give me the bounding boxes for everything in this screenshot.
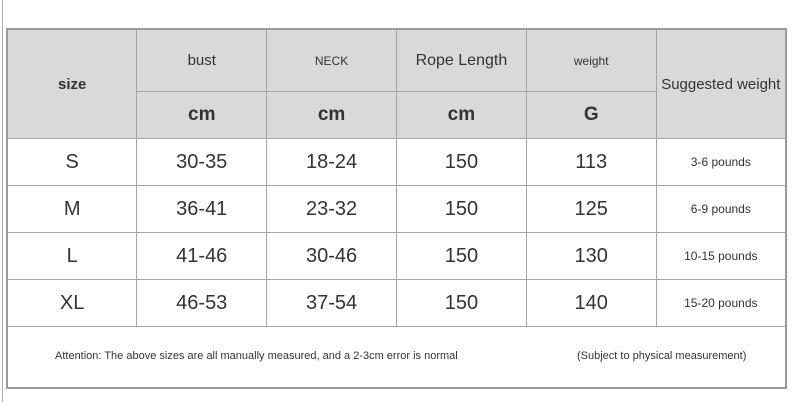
unit-row: cm cm cm G (7, 91, 786, 139)
table-row: XL 46-53 37-54 150 140 15-20 pounds (6, 279, 787, 327)
neck-header: NECK (266, 28, 397, 92)
bust-cell: 36-41 (136, 185, 268, 233)
size-cell: L (6, 232, 138, 280)
suggested-weight-header: Suggested weight (655, 28, 787, 139)
neck-cell: 37-54 (266, 279, 397, 327)
weight-cell: 125 (525, 185, 657, 233)
weight-unit: G (525, 91, 657, 139)
table-row: L 41-46 30-46 150 130 10-15 pounds (6, 232, 787, 280)
table-row: S 30-35 18-24 150 113 3-6 pounds (6, 138, 787, 186)
suggested-cell: 6-9 pounds (655, 185, 787, 233)
measurement-note: (Subject to physical measurement) (577, 350, 747, 362)
rope-cell: 150 (395, 279, 527, 327)
bust-header: bust (136, 28, 268, 92)
weight-header: weight (525, 28, 657, 92)
neck-cell: 23-32 (266, 185, 397, 233)
bust-cell: 30-35 (136, 138, 268, 186)
neck-unit: cm (266, 91, 397, 139)
footer-cell: Attention: The above sizes are all manua… (6, 326, 787, 389)
neck-cell: 30-46 (266, 232, 397, 280)
bust-cell: 46-53 (136, 279, 268, 327)
rope-cell: 150 (395, 138, 527, 186)
suggested-cell: 3-6 pounds (655, 138, 787, 186)
bust-cell: 41-46 (136, 232, 268, 280)
size-cell: M (6, 185, 138, 233)
weight-cell: 130 (525, 232, 657, 280)
rope-length-header: Rope Length (395, 28, 527, 92)
suggested-cell: 10-15 pounds (655, 232, 787, 280)
size-cell: S (6, 138, 138, 186)
header-row: size bust NECK Rope Length weight Sugges… (6, 28, 787, 139)
left-border-line (2, 0, 3, 402)
size-cell: XL (6, 279, 138, 327)
rope-cell: 150 (395, 232, 527, 280)
weight-cell: 113 (525, 138, 657, 186)
footer-row: Attention: The above sizes are all manua… (6, 326, 787, 389)
table-row: M 36-41 23-32 150 125 6-9 pounds (6, 185, 787, 233)
weight-cell: 140 (525, 279, 657, 327)
suggested-cell: 15-20 pounds (655, 279, 787, 327)
rope-unit: cm (395, 91, 527, 139)
bust-unit: cm (136, 91, 268, 139)
size-chart-table: size bust NECK Rope Length weight Sugges… (6, 28, 787, 389)
size-header: size (6, 28, 138, 139)
attention-note: Attention: The above sizes are all manua… (55, 350, 458, 362)
rope-cell: 150 (395, 185, 527, 233)
neck-cell: 18-24 (266, 138, 397, 186)
